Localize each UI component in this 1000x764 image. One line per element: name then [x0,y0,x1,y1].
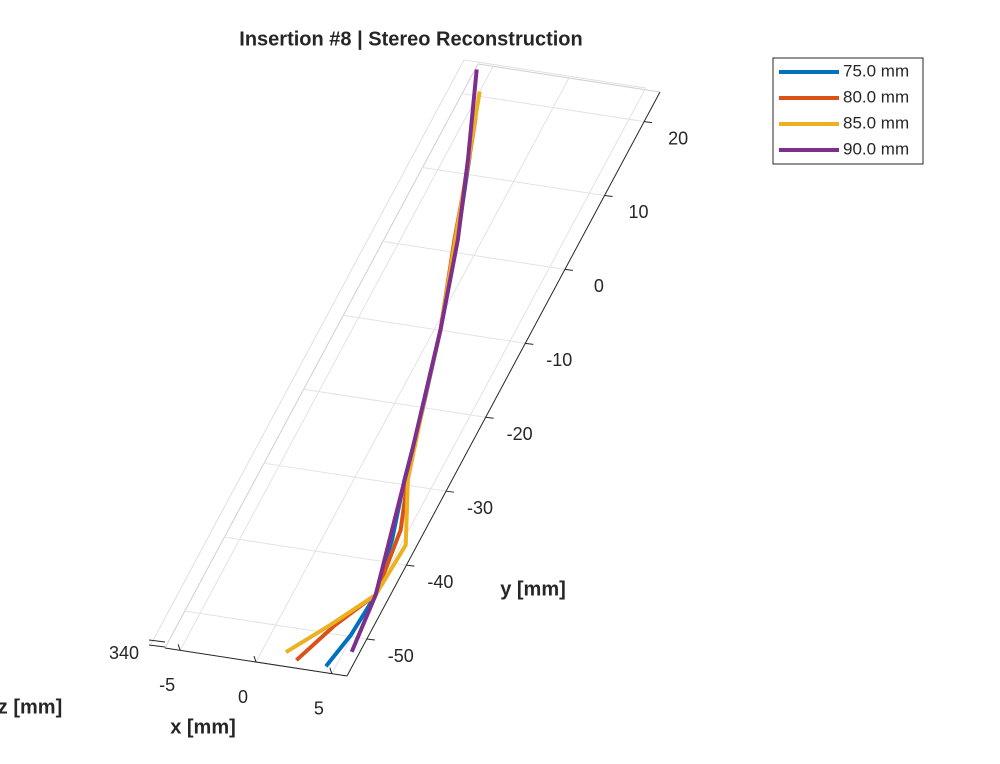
x-tick [329,667,333,674]
grid-line [422,166,605,196]
x-tick-label: -5 [159,675,175,695]
grid-line [263,462,447,492]
y-tick-label: -40 [427,572,453,592]
grid-line [224,536,407,566]
x-axis-label: x [mm] [170,716,236,738]
y-tick [445,490,455,493]
grid-line [184,610,367,640]
z-tick-label: 340 [109,643,139,663]
x-axis [164,647,348,677]
y-tick-label: -50 [388,646,414,666]
series-line [349,69,479,653]
y-axis [346,91,661,677]
x-tick [177,644,181,651]
grid-line [343,314,526,344]
y-tick-label: 0 [594,276,604,296]
y-tick-label: -30 [467,498,493,518]
x-tick-label: 0 [238,687,248,707]
box-edge [150,59,465,645]
legend-label: 90.0 mm [843,139,909,158]
y-tick [644,121,653,124]
grid-line [382,240,565,270]
z-axis-label: z [mm] [0,696,62,718]
grid-line [179,66,494,651]
y-tick-label: -20 [507,424,533,444]
box-edge [463,59,647,89]
y-tick [525,342,534,345]
grid-line [303,388,486,418]
z-tick [148,644,166,648]
y-tick-label: 10 [629,202,649,222]
x-tick [253,655,257,663]
z-tick [148,639,166,643]
y-tick [406,564,415,567]
legend-label: 80.0 mm [843,87,909,106]
y-tick [366,638,375,641]
legend-label: 85.0 mm [843,113,909,132]
legend-box [772,57,924,165]
chart-title: Insertion #8 | Stereo Reconstruction [239,28,582,50]
y-tick-label: 20 [668,128,688,148]
y-tick [485,416,494,419]
grid-line [255,77,570,663]
y-axis-label: y [mm] [500,578,566,600]
y-tick [564,268,573,271]
y-tick-label: -10 [546,350,572,370]
x-tick-label: 5 [314,698,324,718]
grid-line [462,93,645,123]
y-tick [604,194,613,197]
legend-label: 75.0 mm [843,61,909,80]
box-edge [164,63,479,649]
